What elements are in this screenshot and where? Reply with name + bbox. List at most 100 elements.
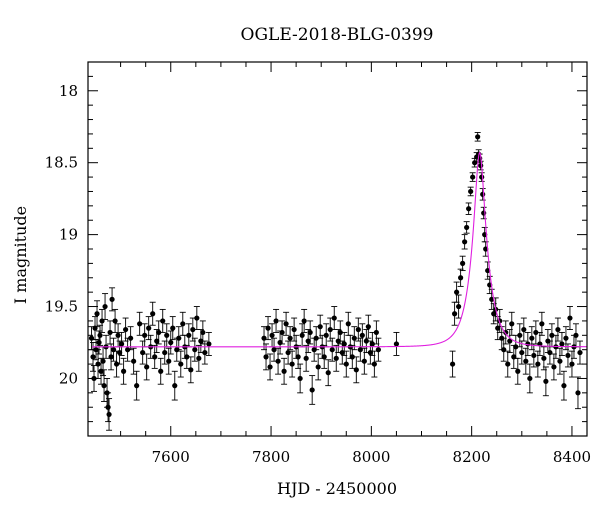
x-tick-label: 8400 [553, 448, 591, 466]
plot-frame [87, 61, 588, 437]
data-point [562, 326, 569, 351]
data-point [520, 317, 527, 342]
data-point [309, 375, 316, 405]
data-point [187, 356, 194, 384]
data-point [467, 186, 474, 197]
data-point [480, 206, 487, 220]
data-point [321, 344, 328, 369]
data-point [167, 330, 174, 355]
data-point [145, 316, 152, 341]
data-point [193, 306, 200, 331]
y-tick-label: 20 [59, 369, 78, 387]
data-point [199, 320, 206, 345]
data-point [149, 301, 156, 326]
data-point [393, 331, 400, 356]
data-point [478, 172, 485, 182]
data-point [159, 308, 166, 333]
data-point [556, 347, 563, 375]
x-axis-label: HJD - 2450000 [277, 479, 397, 498]
data-point [289, 350, 296, 378]
y-tick-label: 19.5 [45, 298, 78, 316]
data-point [469, 172, 476, 182]
data-point [538, 311, 545, 336]
data-point [490, 303, 497, 325]
data-point [267, 353, 274, 381]
data-point [457, 268, 464, 287]
data-point [133, 370, 140, 401]
data-point [560, 370, 567, 401]
data-point [127, 326, 134, 351]
data-point [106, 398, 113, 431]
data-point [479, 188, 486, 201]
data-point [287, 326, 294, 351]
data-point [540, 346, 547, 371]
y-tick-label: 18.5 [45, 154, 78, 172]
data-point [113, 350, 120, 378]
data-point [179, 311, 186, 336]
data-point [323, 323, 330, 348]
x-tick-labels: 7600 7800 8000 8200 8400 [152, 448, 591, 466]
data-point [353, 356, 360, 384]
data-point [143, 353, 150, 381]
data-point [124, 337, 131, 362]
model-curve [92, 151, 587, 348]
data-point [94, 300, 101, 328]
data-point [504, 350, 511, 378]
data-point [465, 202, 472, 215]
data-point [514, 357, 521, 385]
data-point [157, 357, 164, 385]
data-point [522, 347, 529, 375]
data-point [329, 337, 336, 362]
data-point [185, 323, 192, 348]
x-tick-label: 7800 [252, 448, 290, 466]
data-point [297, 363, 304, 394]
data-point [554, 317, 561, 342]
data-point [105, 392, 112, 423]
data-point [317, 314, 324, 339]
data-points [88, 132, 583, 431]
data-point [526, 363, 533, 394]
data-point [566, 306, 573, 331]
data-point [283, 311, 290, 336]
data-point [263, 343, 270, 371]
y-tick-label: 19 [59, 226, 78, 244]
data-point [474, 132, 481, 142]
data-point [345, 311, 352, 336]
y-axis-label: I magnitude [11, 206, 30, 304]
data-point [201, 340, 208, 365]
data-point [307, 320, 314, 345]
data-point [564, 343, 571, 368]
data-point [325, 359, 332, 387]
data-point [177, 350, 184, 378]
data-point [574, 376, 581, 410]
data-point [169, 316, 176, 341]
data-point [558, 331, 565, 356]
data-point [136, 311, 143, 336]
data-point [449, 350, 456, 378]
data-point [315, 353, 322, 381]
y-tick-label: 18 [59, 82, 78, 100]
data-point [548, 323, 555, 348]
x-tick-label: 8200 [453, 448, 491, 466]
data-point [463, 221, 470, 234]
data-point [331, 306, 338, 331]
x-tick-label: 8000 [352, 448, 390, 466]
data-point [155, 320, 162, 345]
data-point [375, 337, 382, 362]
chart-title: OGLE-2018-BLG-0399 [241, 25, 434, 45]
data-point [112, 308, 119, 333]
data-point [301, 308, 308, 333]
data-point [279, 320, 286, 345]
data-point [122, 317, 129, 342]
data-point [100, 346, 107, 377]
data-point [101, 369, 108, 402]
axis-ticks [88, 62, 587, 436]
data-point [576, 340, 583, 365]
data-point [120, 357, 127, 385]
data-point [281, 357, 288, 385]
data-point [175, 326, 182, 351]
data-point [528, 326, 535, 351]
data-point [341, 331, 348, 356]
data-point [205, 331, 212, 356]
